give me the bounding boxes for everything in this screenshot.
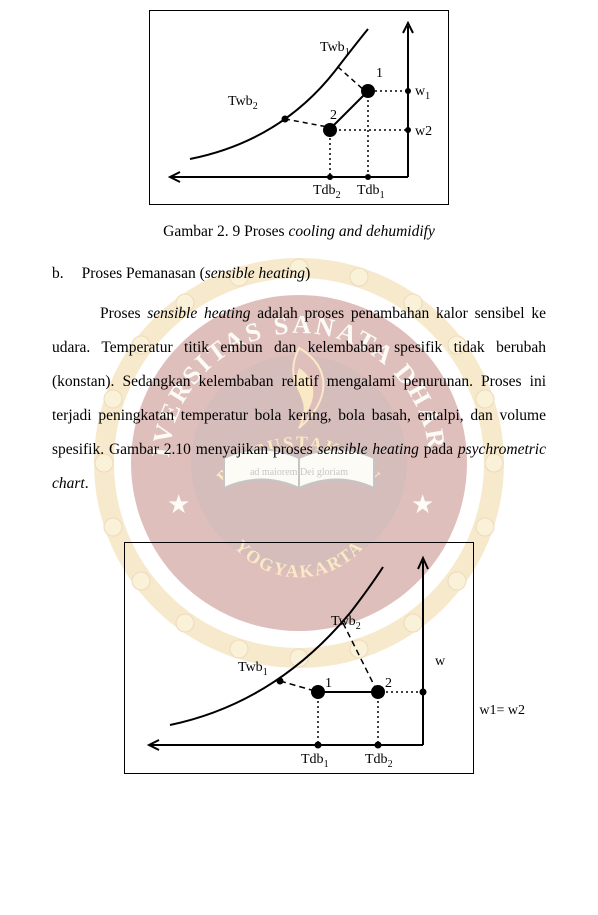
diagram-cooling-dehumidify: Twb1 Twb2 1 2 w1 w2 Tdb2 Tdb1 <box>150 11 450 206</box>
figure-1: Twb1 Twb2 1 2 w1 w2 Tdb2 Tdb1 <box>149 10 449 205</box>
section-b-heading: b. Proses Pemanasan (sensible heating) <box>52 265 546 283</box>
section-letter: b. <box>52 265 64 283</box>
paragraph-sensible-heating: Proses sensible heating adalah proses pe… <box>52 297 546 502</box>
figure-2: Twb2 Twb1 1 2 w Tdb1 Tdb2 w1= w2 <box>124 542 474 774</box>
svg-text:Tdb2: Tdb2 <box>313 183 341 201</box>
svg-text:2: 2 <box>330 108 337 123</box>
svg-text:1: 1 <box>325 676 332 691</box>
svg-text:w: w <box>435 654 446 669</box>
svg-text:Twb2: Twb2 <box>228 94 258 112</box>
w-eq-label: w1= w2 <box>479 703 525 719</box>
svg-text:Tdb2: Tdb2 <box>365 752 393 770</box>
figure-1-caption: Gambar 2. 9 Proses cooling and dehumidif… <box>52 223 546 241</box>
section-title: Proses Pemanasan (sensible heating) <box>82 265 311 283</box>
svg-text:Tdb1: Tdb1 <box>301 752 329 770</box>
svg-text:w2: w2 <box>415 124 432 139</box>
svg-text:Twb1: Twb1 <box>238 660 268 678</box>
diagram-sensible-heating: Twb2 Twb1 1 2 w Tdb1 Tdb2 <box>125 543 475 775</box>
svg-text:w1: w1 <box>415 84 430 102</box>
svg-text:Tdb1: Tdb1 <box>357 183 385 201</box>
svg-text:Twb1: Twb1 <box>320 40 350 58</box>
svg-text:1: 1 <box>376 66 383 81</box>
svg-text:2: 2 <box>385 676 392 691</box>
